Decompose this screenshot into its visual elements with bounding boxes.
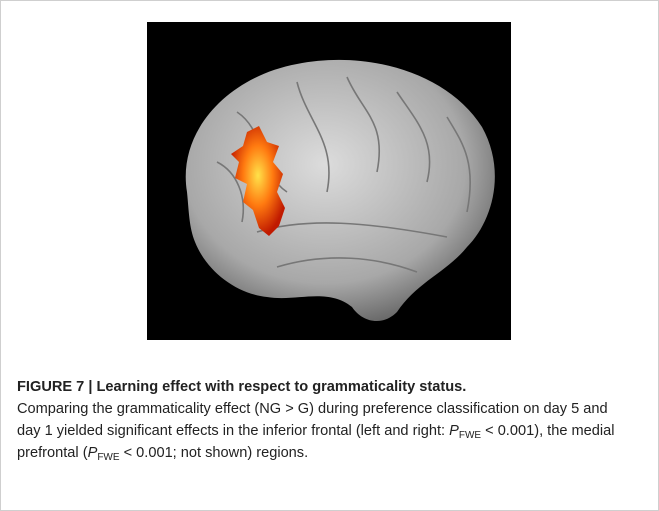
symbol: P — [449, 423, 459, 439]
symbol: P — [87, 445, 98, 461]
caption-segment: Comparing the grammaticality effect (NG … — [17, 401, 608, 439]
caption-text: Comparing the grammaticality effect (NG … — [17, 401, 615, 463]
activation — [231, 126, 285, 236]
brain-image — [147, 22, 511, 340]
caption: FIGURE 7 | Learning effect with respect … — [17, 376, 627, 464]
figure-label: FIGURE 7 | Learning effect with respect … — [17, 379, 467, 395]
subscript: FWE — [97, 452, 120, 463]
subscript: FWE — [458, 430, 482, 441]
caption-segment: < 0.001), the medial prefrontal ( — [17, 423, 615, 461]
caption-segment: < 0.001; not shown) regions. — [119, 445, 309, 461]
brain — [185, 59, 495, 322]
